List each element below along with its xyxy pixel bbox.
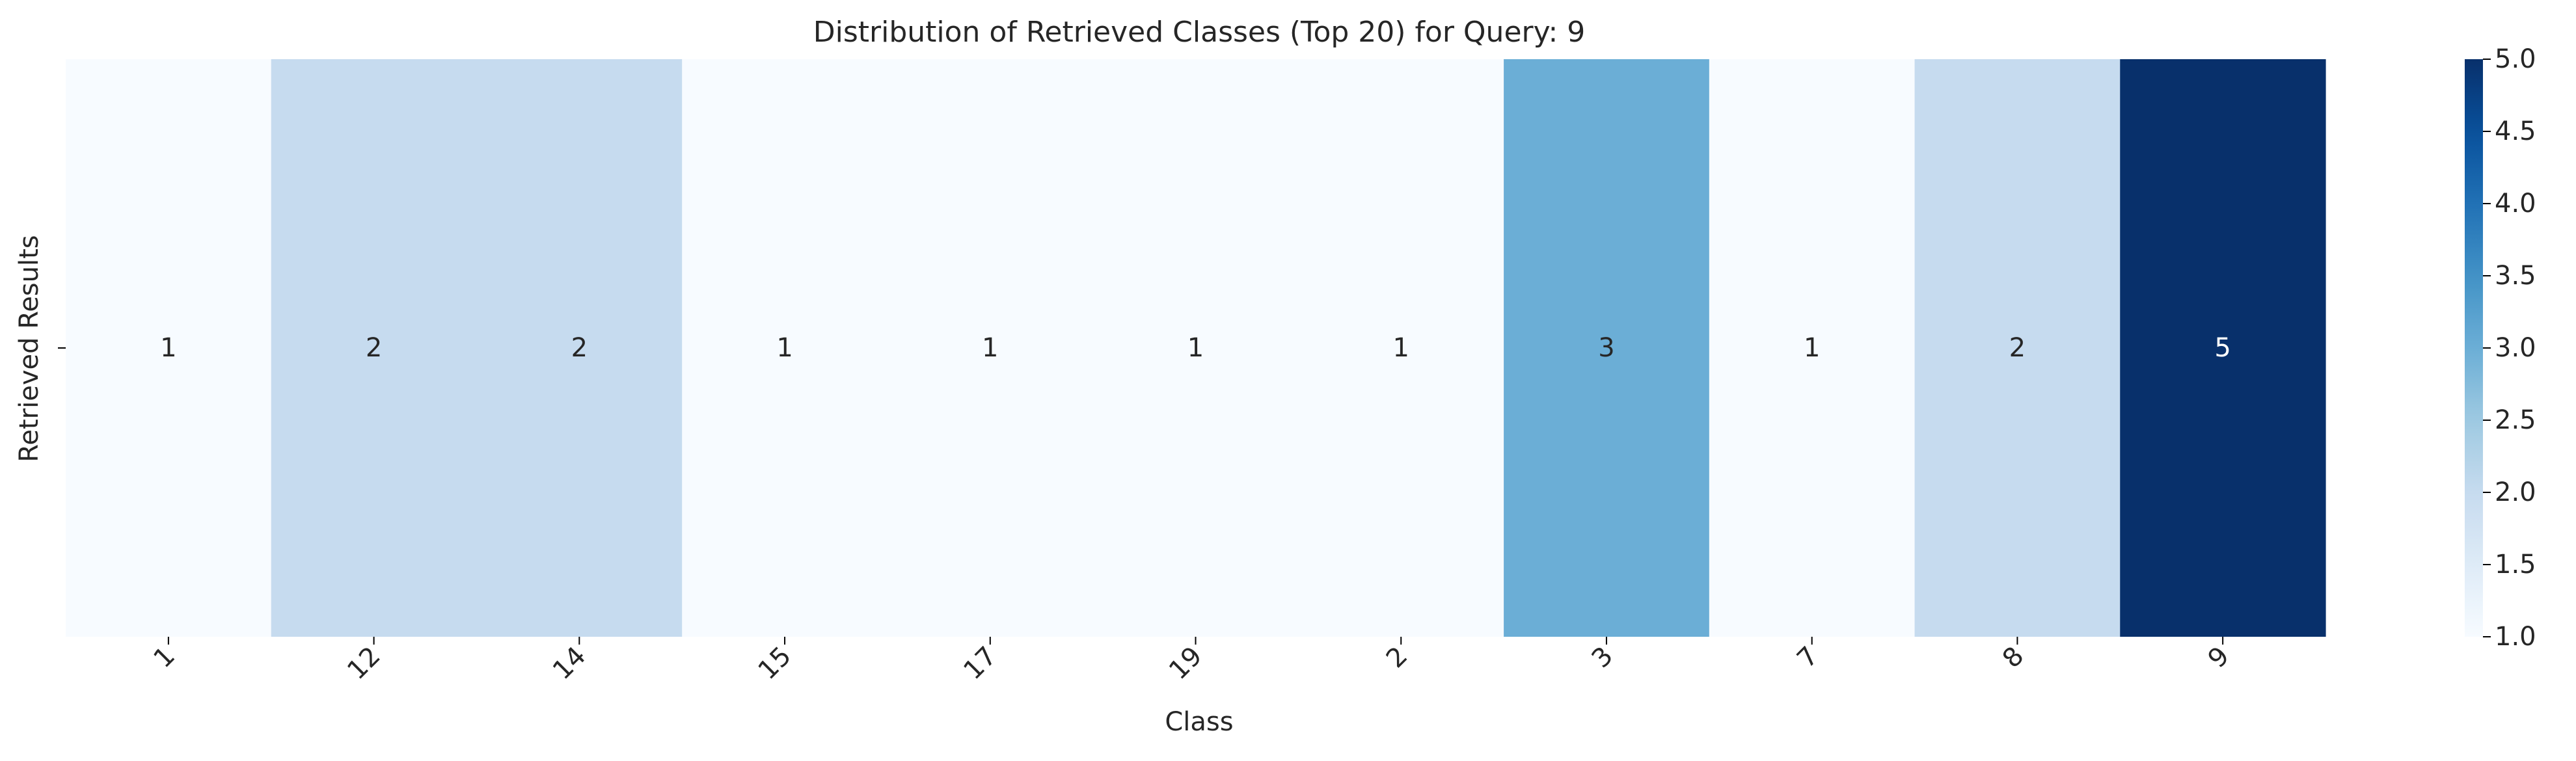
heatmap-cell-labels: 1 2 2 1 1 1 1 3 1 2 5 (160, 333, 2231, 363)
colorbar-tick-label: 1.5 (2495, 550, 2536, 580)
cell-value-label: 1 (982, 333, 998, 363)
cell-value-label: 2 (571, 333, 588, 363)
heatmap-cell (1504, 59, 1710, 637)
heatmap-cell (271, 59, 478, 637)
heatmap-cell (887, 59, 1094, 637)
cell-value-label: 3 (1598, 333, 1614, 363)
colorbar-tick-label: 3.5 (2495, 261, 2536, 291)
cell-value-label: 1 (1804, 333, 1820, 363)
y-axis-label: Retrieved Results (14, 235, 44, 462)
colorbar: 1.0 1.5 2.0 2.5 3.0 3.5 4.0 4.5 5.0 (2465, 44, 2536, 652)
heatmap-cell (1092, 59, 1299, 637)
heatmap-cell (682, 59, 888, 637)
heatmap-cell (1709, 59, 1916, 637)
heatmap-cell (1914, 59, 2121, 637)
colorbar-tick-label: 3.0 (2495, 333, 2536, 363)
colorbar-tick-label: 4.0 (2495, 189, 2536, 219)
colorbar-tick-label: 5.0 (2495, 44, 2536, 74)
colorbar-tick-label: 2.5 (2495, 405, 2536, 435)
cell-value-label: 1 (160, 333, 176, 363)
heatmap-cell (66, 59, 272, 637)
heatmap-cell (2120, 59, 2326, 637)
cell-value-label: 1 (776, 333, 793, 363)
cell-value-label: 1 (1393, 333, 1409, 363)
cell-value-label: 5 (2214, 333, 2230, 363)
x-axis-label: Class (1165, 707, 1233, 737)
colorbar-tick-label: 4.5 (2495, 116, 2536, 146)
colorbar-tick-label: 2.0 (2495, 477, 2536, 507)
cell-value-label: 2 (2009, 333, 2026, 363)
colorbar-tick-label: 1.0 (2495, 622, 2536, 652)
heatmap-cell (476, 59, 683, 637)
cell-value-label: 2 (366, 333, 382, 363)
heatmap-cell (1298, 59, 1504, 637)
heatmap-cells (66, 59, 2326, 637)
cell-value-label: 1 (1187, 333, 1204, 363)
colorbar-gradient (2465, 59, 2483, 637)
chart-title: Distribution of Retrieved Classes (Top 2… (813, 16, 1586, 49)
